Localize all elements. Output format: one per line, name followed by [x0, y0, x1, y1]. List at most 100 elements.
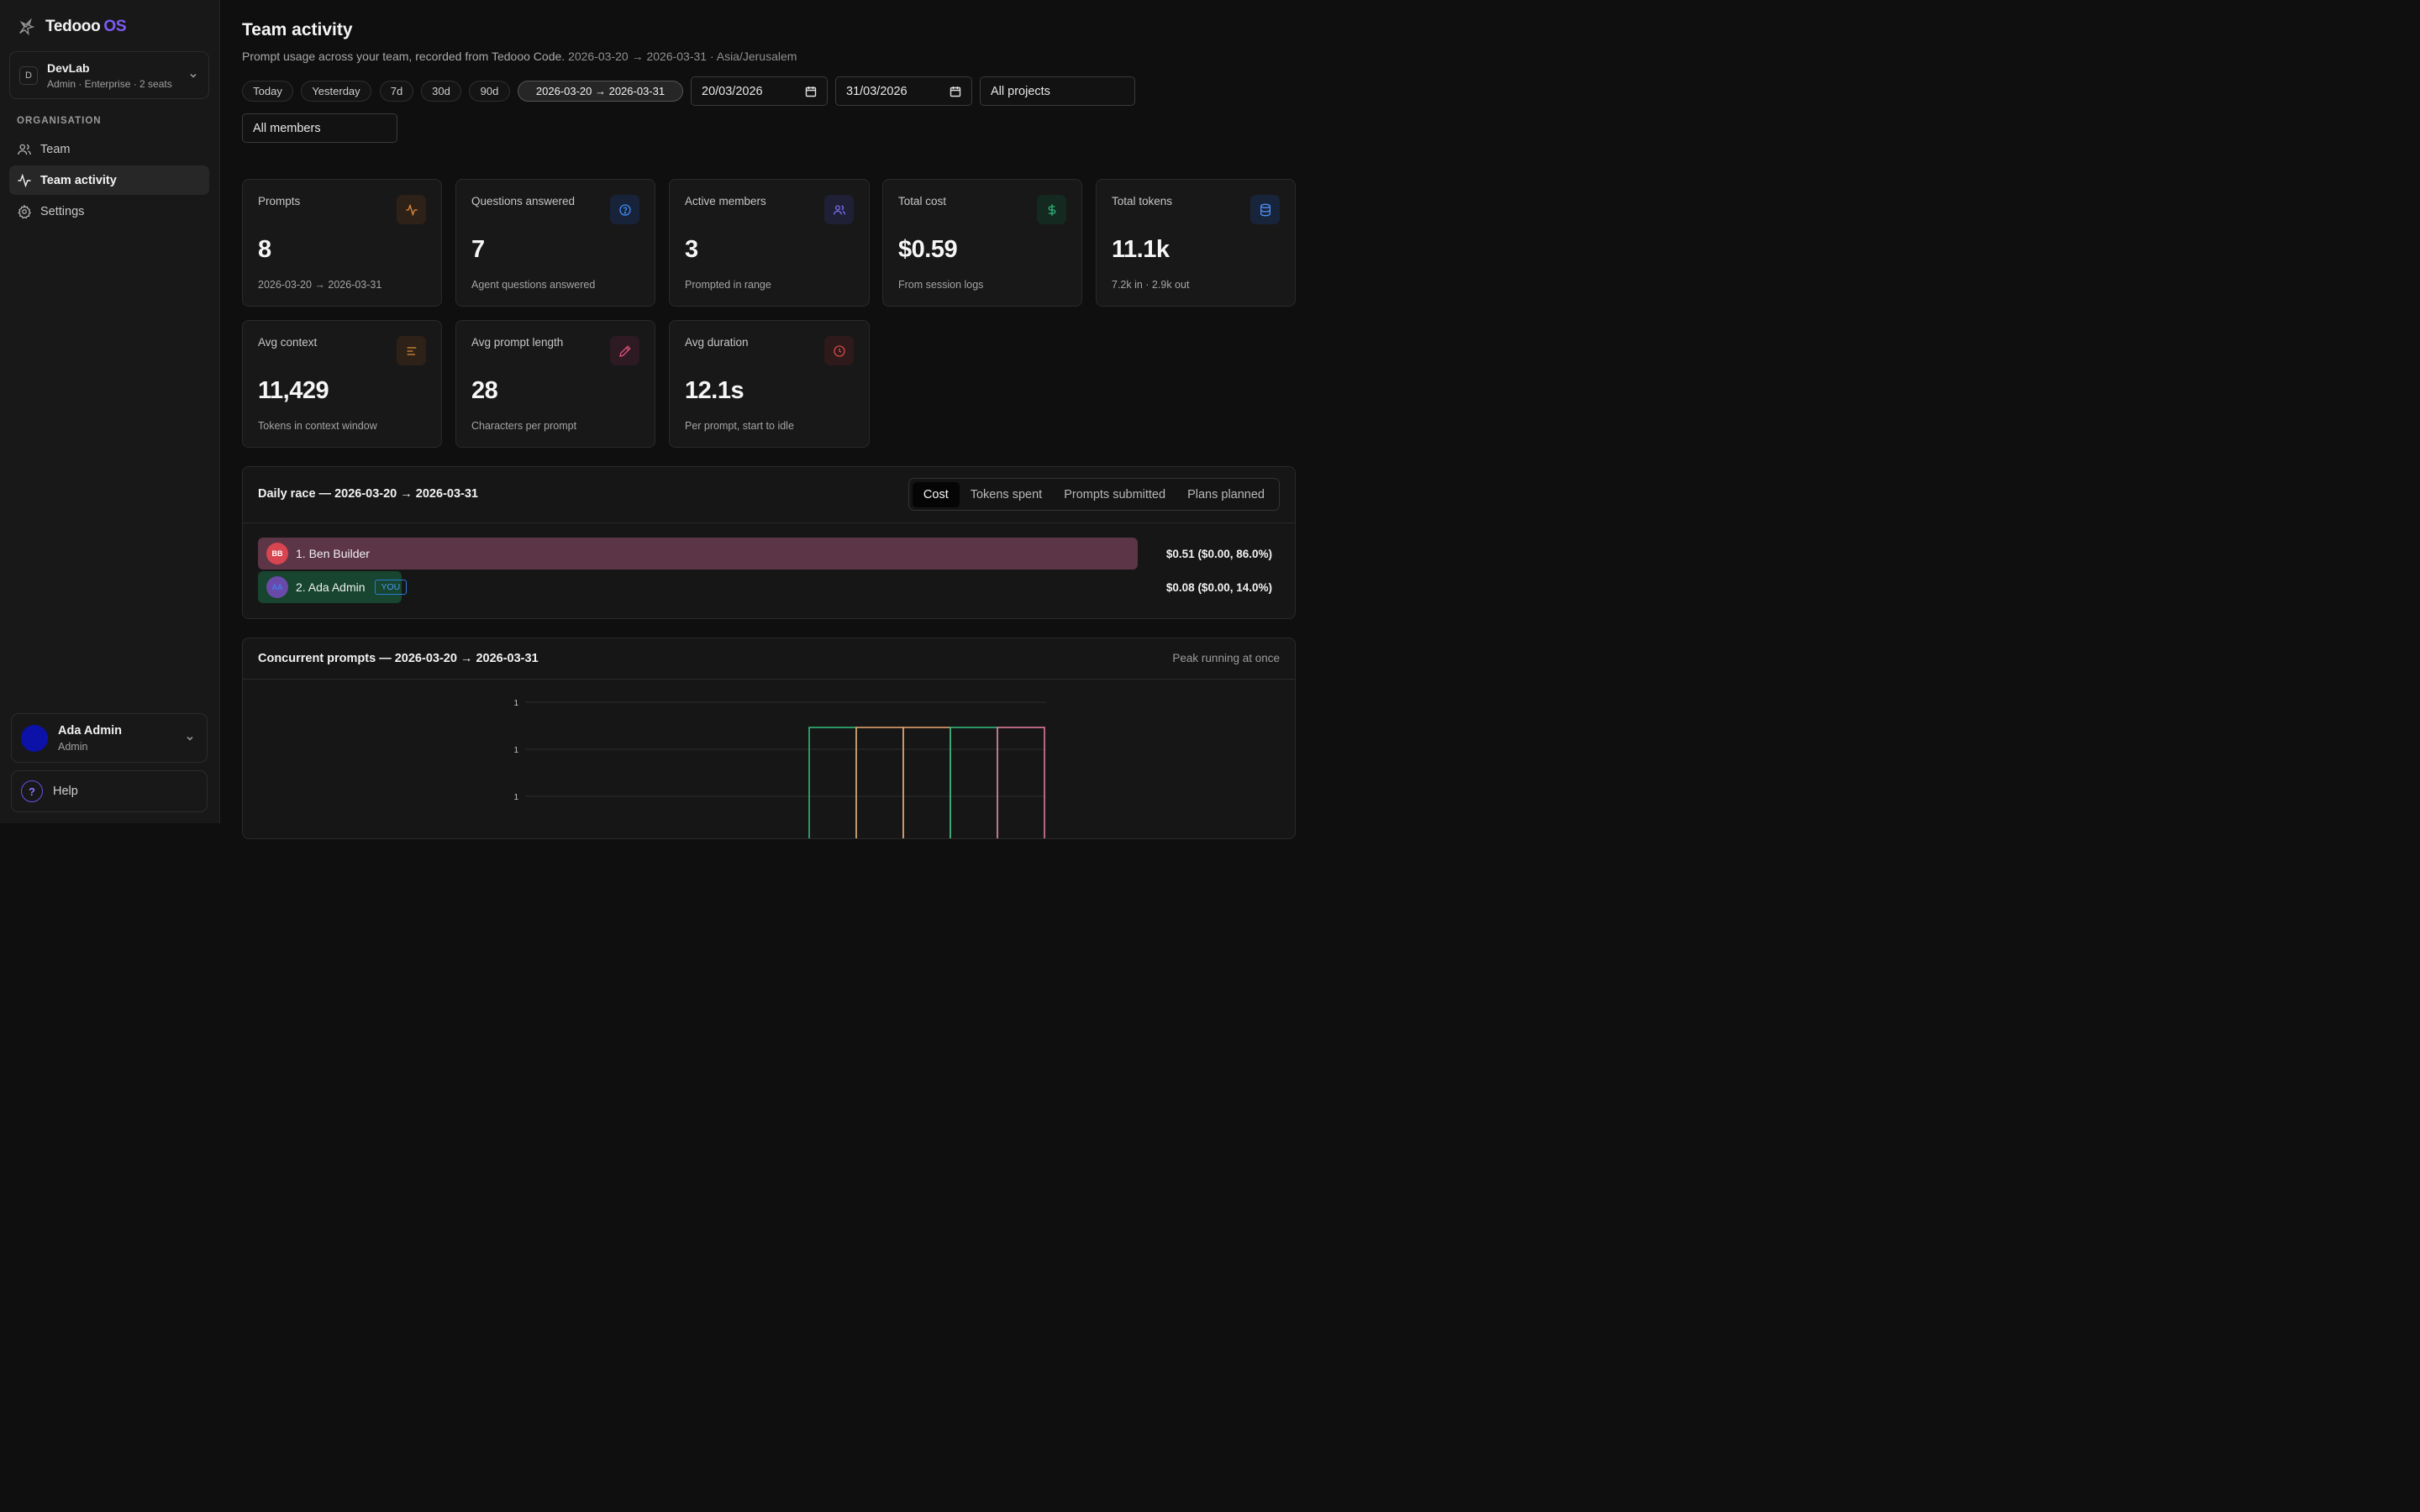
sidebar-item-label: Team: [40, 142, 71, 156]
race-row[interactable]: AA 2. Ada Admin YOU $0.08 ($0.00, 14.0%): [258, 571, 1281, 603]
sidebar-item-team[interactable]: Team: [9, 134, 209, 164]
align-left-icon: [397, 336, 426, 365]
tab-plans-planned[interactable]: Plans planned: [1187, 487, 1265, 501]
activity-icon: [18, 173, 31, 187]
racer-name: 1. Ben Builder: [296, 547, 370, 560]
sidebar-item-label: Team activity: [40, 173, 117, 187]
stat-value: 7: [471, 236, 485, 263]
member-select[interactable]: All members: [242, 113, 397, 143]
stat-footnote: 7.2k in · 2.9k out: [1112, 279, 1190, 291]
preset-yesterday-button[interactable]: Yesterday: [301, 81, 371, 102]
user-role: Admin: [58, 740, 88, 753]
tedooo-logo-icon: [19, 18, 35, 36]
racer-value: $0.08 ($0.00, 14.0%): [1165, 580, 1272, 594]
stat-value: $0.59: [898, 236, 958, 263]
sidebar-item-settings[interactable]: Settings: [9, 197, 209, 226]
help-label: Help: [53, 785, 78, 798]
peak-caption: Peak running at once: [1172, 652, 1280, 664]
race-row[interactable]: BB 1. Ben Builder $0.51 ($0.00, 86.0%): [258, 538, 1281, 570]
project-select[interactable]: All projects: [980, 76, 1135, 106]
brand[interactable]: Tedooo OS: [0, 0, 219, 37]
stat-value: 3: [685, 236, 698, 263]
concurrency-bar: [997, 727, 1045, 838]
calendar-icon[interactable]: [805, 86, 817, 97]
stat-card-avg-prompt-length: Avg prompt length 28 Characters per prom…: [455, 320, 655, 448]
user-menu[interactable]: Ada Admin Admin: [11, 713, 208, 763]
org-badge: D: [19, 66, 38, 85]
users-icon: [824, 195, 854, 224]
stat-value: 28: [471, 377, 498, 404]
help-icon: ?: [21, 780, 43, 802]
racer-value: $0.51 ($0.00, 86.0%): [1165, 547, 1272, 560]
stat-label: Avg prompt length: [471, 336, 564, 349]
y-tick-label: 1: [513, 699, 518, 708]
avatar: [21, 724, 48, 752]
stat-footnote: Prompted in range: [685, 279, 771, 291]
stat-label: Questions answered: [471, 195, 576, 207]
concurrency-bar: [902, 727, 951, 838]
divider: [243, 679, 1295, 680]
chevron-down-icon: [187, 736, 193, 741]
sidebar-item-label: Settings: [40, 204, 85, 218]
preset-today-button[interactable]: Today: [242, 81, 293, 102]
stat-card-avg-duration: Avg duration 12.1s Per prompt, start to …: [669, 320, 870, 448]
org-name: DevLab: [47, 60, 90, 75]
preset-90d-button[interactable]: 90d: [469, 81, 510, 102]
stat-card-prompts: Prompts 8 2026-03-20 → 2026-03-31: [242, 179, 442, 307]
user-name: Ada Admin: [58, 723, 122, 738]
org-meta: Admin · Enterprise · 2 seats: [47, 77, 172, 90]
you-badge: YOU: [374, 580, 408, 595]
stat-footnote: From session logs: [898, 279, 984, 291]
stat-card-total-tokens: Total tokens 11.1k 7.2k in · 2.9k out: [1096, 179, 1296, 307]
to-date-input[interactable]: 31/03/2026: [835, 76, 972, 106]
stat-footnote: Per prompt, start to idle: [685, 420, 794, 432]
custom-range-chip[interactable]: 2026-03-20 → 2026-03-31: [518, 81, 683, 102]
avatar: BB: [266, 543, 288, 564]
subtitle-range: 2026-03-20 → 2026-03-31 · Asia/Jerusalem: [568, 50, 797, 63]
racer-name: 2. Ada Admin: [296, 580, 366, 594]
help-button[interactable]: ? Help: [11, 770, 208, 812]
divider: [243, 522, 1295, 523]
page-title: Team activity: [242, 20, 353, 39]
daily-race-panel: Daily race — 2026-03-20 → 2026-03-31 Cos…: [242, 466, 1296, 619]
pencil-icon: [610, 336, 639, 365]
concurrency-bar: [808, 727, 857, 838]
calendar-icon[interactable]: [950, 86, 961, 97]
stat-value: 12.1s: [685, 377, 744, 404]
panel-title: Daily race — 2026-03-20 → 2026-03-31: [258, 487, 478, 501]
tab-tokens-spent[interactable]: Tokens spent: [970, 487, 1043, 501]
stat-value: 11.1k: [1112, 236, 1170, 263]
concurrency-bar: [855, 727, 904, 838]
stat-label: Active members: [685, 195, 766, 207]
tab-prompts-submitted[interactable]: Prompts submitted: [1064, 487, 1166, 501]
stat-footnote: Characters per prompt: [471, 420, 577, 432]
clock-icon: [824, 336, 854, 365]
race-bar: [258, 538, 1138, 570]
preset-30d-button[interactable]: 30d: [421, 81, 461, 102]
stat-label: Total cost: [898, 195, 947, 207]
stat-footnote: 2026-03-20 → 2026-03-31: [258, 279, 382, 291]
stat-card-questions-answered: Questions answered 7 Agent questions ans…: [455, 179, 655, 307]
concurrent-prompts-chart: 1 1 1: [513, 699, 1046, 838]
stat-footnote: Agent questions answered: [471, 279, 596, 291]
from-date-input[interactable]: 20/03/2026: [691, 76, 828, 106]
sidebar-nav: Team Team activity Settings: [9, 134, 209, 228]
panel-title: Concurrent prompts — 2026-03-20 → 2026-0…: [258, 652, 539, 665]
stat-value: 11,429: [258, 377, 329, 404]
database-icon: [1250, 195, 1280, 224]
brand-name: Tedooo OS: [45, 18, 127, 35]
concurrency-bar: [950, 727, 998, 838]
stat-value: 8: [258, 236, 271, 263]
tab-cost[interactable]: Cost: [912, 481, 960, 507]
y-tick-label: 1: [513, 746, 518, 755]
preset-7d-button[interactable]: 7d: [380, 81, 413, 102]
avatar: AA: [266, 576, 288, 598]
stat-label: Total tokens: [1112, 195, 1173, 207]
sidebar-item-team-activity[interactable]: Team activity: [9, 165, 209, 195]
stat-footnote: Tokens in context window: [258, 420, 377, 432]
page-subtitle: Prompt usage across your team, recorded …: [242, 50, 797, 63]
sidebar: Tedooo OS D DevLab Admin · Enterprise · 2…: [0, 0, 220, 823]
org-switcher[interactable]: D DevLab Admin · Enterprise · 2 seats: [9, 51, 209, 99]
concurrent-prompts-panel: Concurrent prompts — 2026-03-20 → 2026-0…: [242, 638, 1296, 839]
stat-label: Avg context: [258, 336, 318, 349]
